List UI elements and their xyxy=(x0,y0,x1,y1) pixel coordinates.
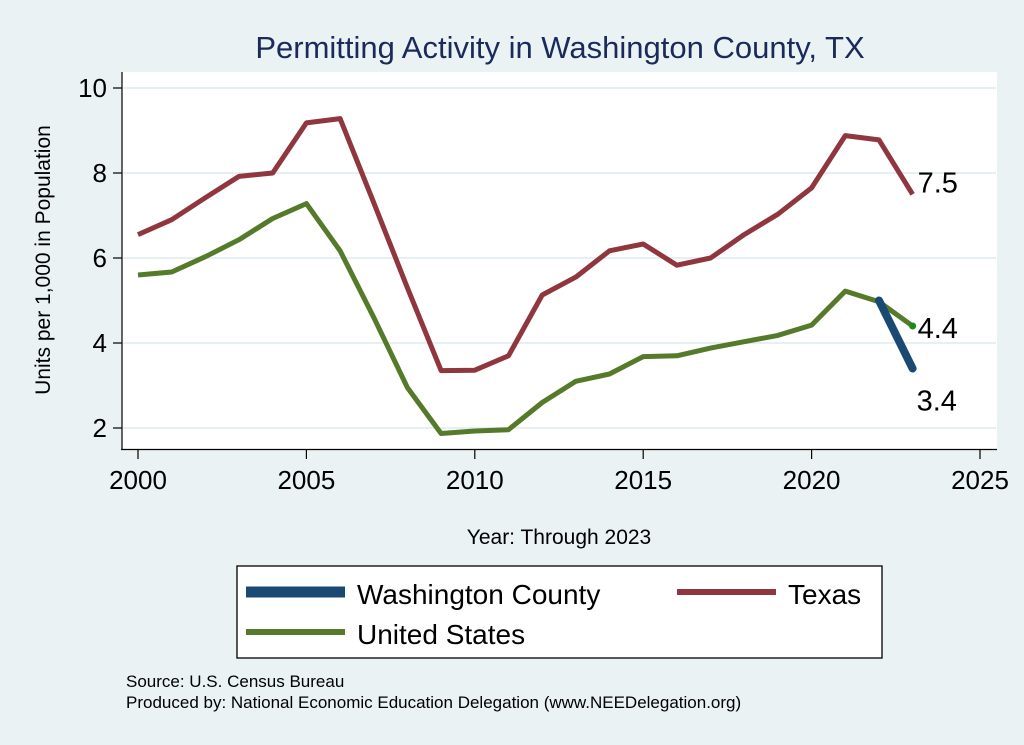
legend-label-united-states: United States xyxy=(357,619,525,650)
series-line-united-states xyxy=(137,201,915,436)
x-tick-label-2000: 2000 xyxy=(109,465,167,495)
axes xyxy=(121,72,997,451)
x-tick-label-2015: 2015 xyxy=(614,465,672,495)
series-line-washington-county xyxy=(875,296,917,373)
x-tick-label-2025: 2025 xyxy=(951,465,1009,495)
end-label-texas: 7.5 xyxy=(918,167,958,199)
y-tick-label-6: 6 xyxy=(93,243,107,273)
chart-title: Permitting Activity in Washington County… xyxy=(255,30,865,65)
series xyxy=(136,116,917,436)
legend-box xyxy=(236,565,883,659)
y-ticks: 2 4 6 8 10 xyxy=(78,73,122,443)
series-line-texas xyxy=(136,116,915,374)
legend-label-texas: Texas xyxy=(788,579,861,610)
produced-by-note: Produced by: National Economic Education… xyxy=(126,693,741,712)
source-note: Source: U.S. Census Bureau xyxy=(126,672,344,691)
x-tick-label-2020: 2020 xyxy=(783,465,841,495)
legend-item-washington-county: Washington County xyxy=(246,579,600,610)
x-tick-label-2005: 2005 xyxy=(277,465,335,495)
legend-label-washington-county: Washington County xyxy=(357,579,600,610)
x-tick-label-2010: 2010 xyxy=(446,465,504,495)
legend-item-united-states: United States xyxy=(246,619,525,650)
end-labels: 3.4 7.5 4.4 xyxy=(917,167,958,417)
y-tick-label-4: 4 xyxy=(93,328,107,358)
end-label-united-states: 4.4 xyxy=(918,313,958,345)
legend: Washington County Texas United States xyxy=(236,565,883,659)
y-tick-label-2: 2 xyxy=(93,413,107,443)
legend-item-texas: Texas xyxy=(677,579,861,610)
end-label-washington-county: 3.4 xyxy=(917,386,957,418)
end-marker-united-states xyxy=(909,322,917,330)
y-tick-label-8: 8 xyxy=(93,158,107,188)
x-ticks: 2000 2005 2010 2015 2020 2025 xyxy=(109,450,1009,495)
y-tick-label-10: 10 xyxy=(78,73,107,103)
y-axis-title: Units per 1,000 in Population xyxy=(32,125,55,395)
x-axis-title: Year: Through 2023 xyxy=(467,526,652,549)
